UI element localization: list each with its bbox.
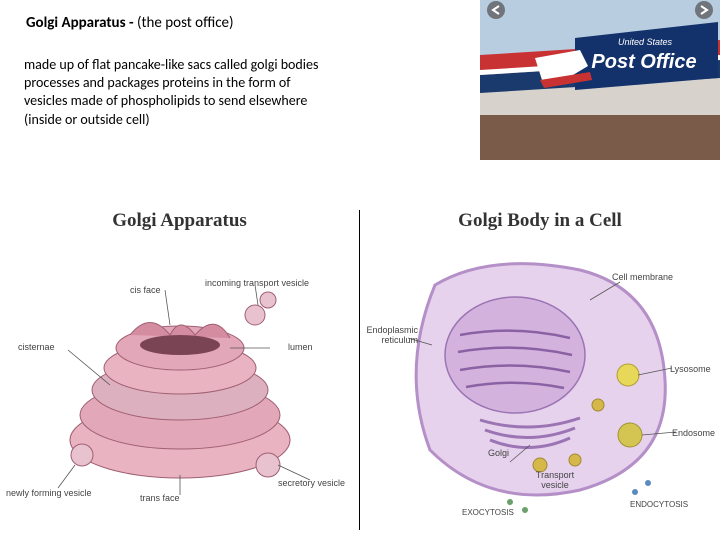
label-endocytosis: ENDOCYTOSIS xyxy=(630,500,688,509)
label-lumen: lumen xyxy=(288,342,313,352)
particle-icon xyxy=(645,480,651,486)
label-lysosome: Lysosome xyxy=(670,364,711,374)
vesicle-icon xyxy=(569,454,581,466)
post-office-image: United States Post Office xyxy=(480,0,720,160)
vesicle-icon xyxy=(260,292,276,308)
sign-top-text: United States xyxy=(618,37,673,47)
sign-main-text: Post Office xyxy=(591,51,696,73)
vesicle-icon xyxy=(256,453,280,477)
nav-next-icon[interactable] xyxy=(695,1,713,19)
description-block: made up of flat pancake-like sacs called… xyxy=(24,56,364,129)
desc-line: processes and packages proteins in the f… xyxy=(24,74,364,92)
label-newly: newly forming vesicle xyxy=(6,488,92,498)
right-diagram-title: Golgi Body in a Cell xyxy=(360,210,720,232)
slide-title: Golgi Apparatus - (the post office) xyxy=(26,14,234,32)
golgi-in-cell-diagram: Golgi Body in a Cell xyxy=(360,210,720,530)
label-cisternae: cisternae xyxy=(18,342,55,352)
desc-line: (inside or outside cell) xyxy=(24,111,364,129)
golgi-apparatus-diagram: Golgi Apparatus xyxy=(0,210,360,530)
particle-icon xyxy=(507,499,513,505)
desc-line: made up of flat pancake-like sacs called… xyxy=(24,56,364,74)
nucleus xyxy=(445,297,585,413)
label-trans-face: trans face xyxy=(140,493,180,503)
label-er: Endoplasmic reticulum xyxy=(362,325,418,345)
lysosome-icon xyxy=(617,364,639,386)
label-secretory: secretory vesicle xyxy=(278,478,345,488)
title-bold: Golgi Apparatus - xyxy=(26,14,134,32)
label-exocytosis: EXOCYTOSIS xyxy=(462,508,514,517)
particle-icon xyxy=(632,489,638,495)
golgi-stack xyxy=(70,323,290,479)
diagram-row: Golgi Apparatus xyxy=(0,210,720,530)
label-transport: Transport vesicle xyxy=(530,470,580,490)
endosome-icon xyxy=(618,423,642,447)
title-rest: (the post office) xyxy=(134,14,234,32)
label-endosome: Endosome xyxy=(672,428,715,438)
vesicle-icon xyxy=(245,305,265,325)
desc-line: vesicles made of phospholipids to send e… xyxy=(24,92,364,110)
vesicle-icon xyxy=(592,399,604,411)
label-golgi: Golgi xyxy=(488,448,509,458)
label-cis-face: cis face xyxy=(130,285,161,295)
particle-icon xyxy=(522,507,528,513)
vesicle-icon xyxy=(71,444,93,466)
label-membrane: Cell membrane xyxy=(612,272,673,282)
label-incoming: incoming transport vesicle xyxy=(205,278,309,288)
left-diagram-title: Golgi Apparatus xyxy=(0,210,359,232)
nav-prev-icon[interactable] xyxy=(487,1,505,19)
